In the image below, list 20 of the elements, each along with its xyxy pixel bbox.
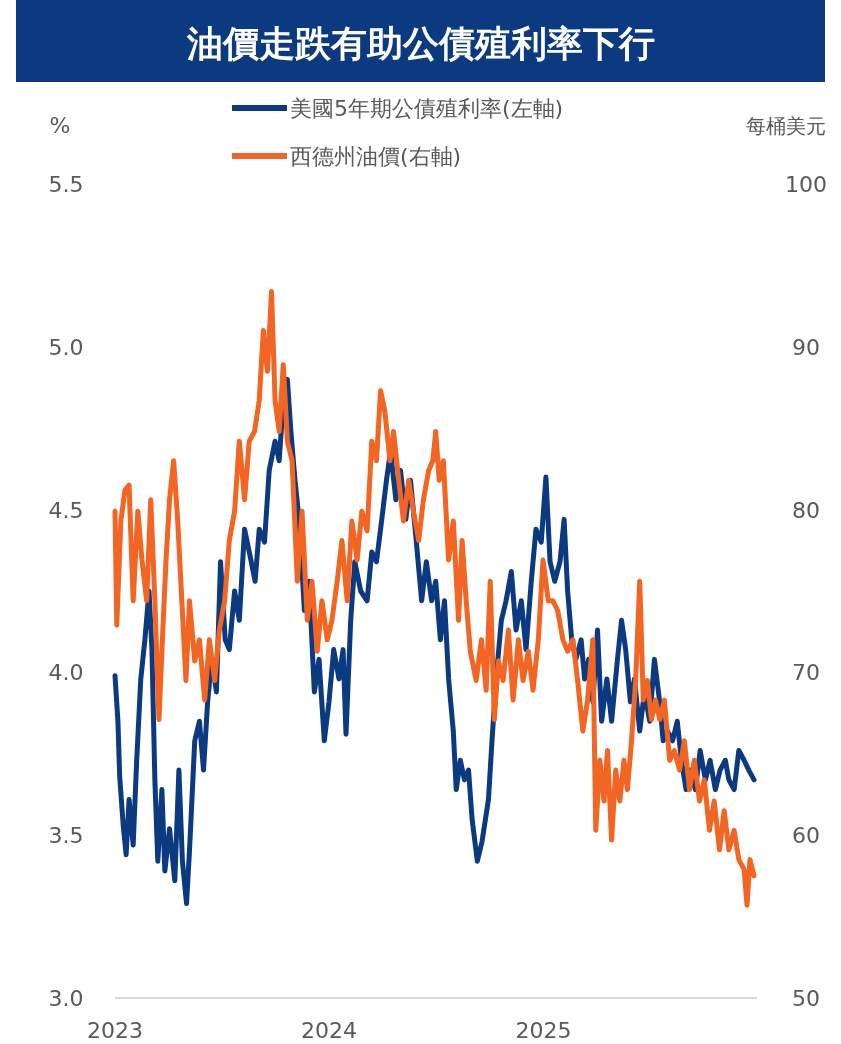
y2-tick-label: 90 [792,334,820,360]
x-tick-label: 2023 [87,1018,143,1043]
y-tick-label: 4.0 [48,660,84,686]
y2-tick-label: 100 [785,172,827,197]
y2-tick-label: 50 [792,986,820,1011]
y-tick-label: 5.5 [48,172,84,197]
y2-tick-label: 80 [792,497,820,523]
legend-label: 美國5年期公債殖利率(左軸) [290,96,564,121]
y-tick-label: 5.0 [48,334,84,360]
y-tick-label: 3.0 [48,986,84,1011]
chart-title: 油價走跌有助公債殖利率下行 [185,23,655,64]
y2-tick-label: 70 [792,660,820,686]
x-tick-label: 2025 [515,1018,572,1043]
legend-label: 西德州油價(右軸) [290,144,462,169]
x-tick-label: 2024 [301,1018,357,1043]
y2-axis-title: 每桶美元 [746,114,826,138]
y-tick-label: 3.5 [48,823,84,849]
y-axis-title: % [49,113,71,138]
y2-tick-label: 60 [792,823,820,849]
y-tick-label: 4.5 [48,497,84,523]
